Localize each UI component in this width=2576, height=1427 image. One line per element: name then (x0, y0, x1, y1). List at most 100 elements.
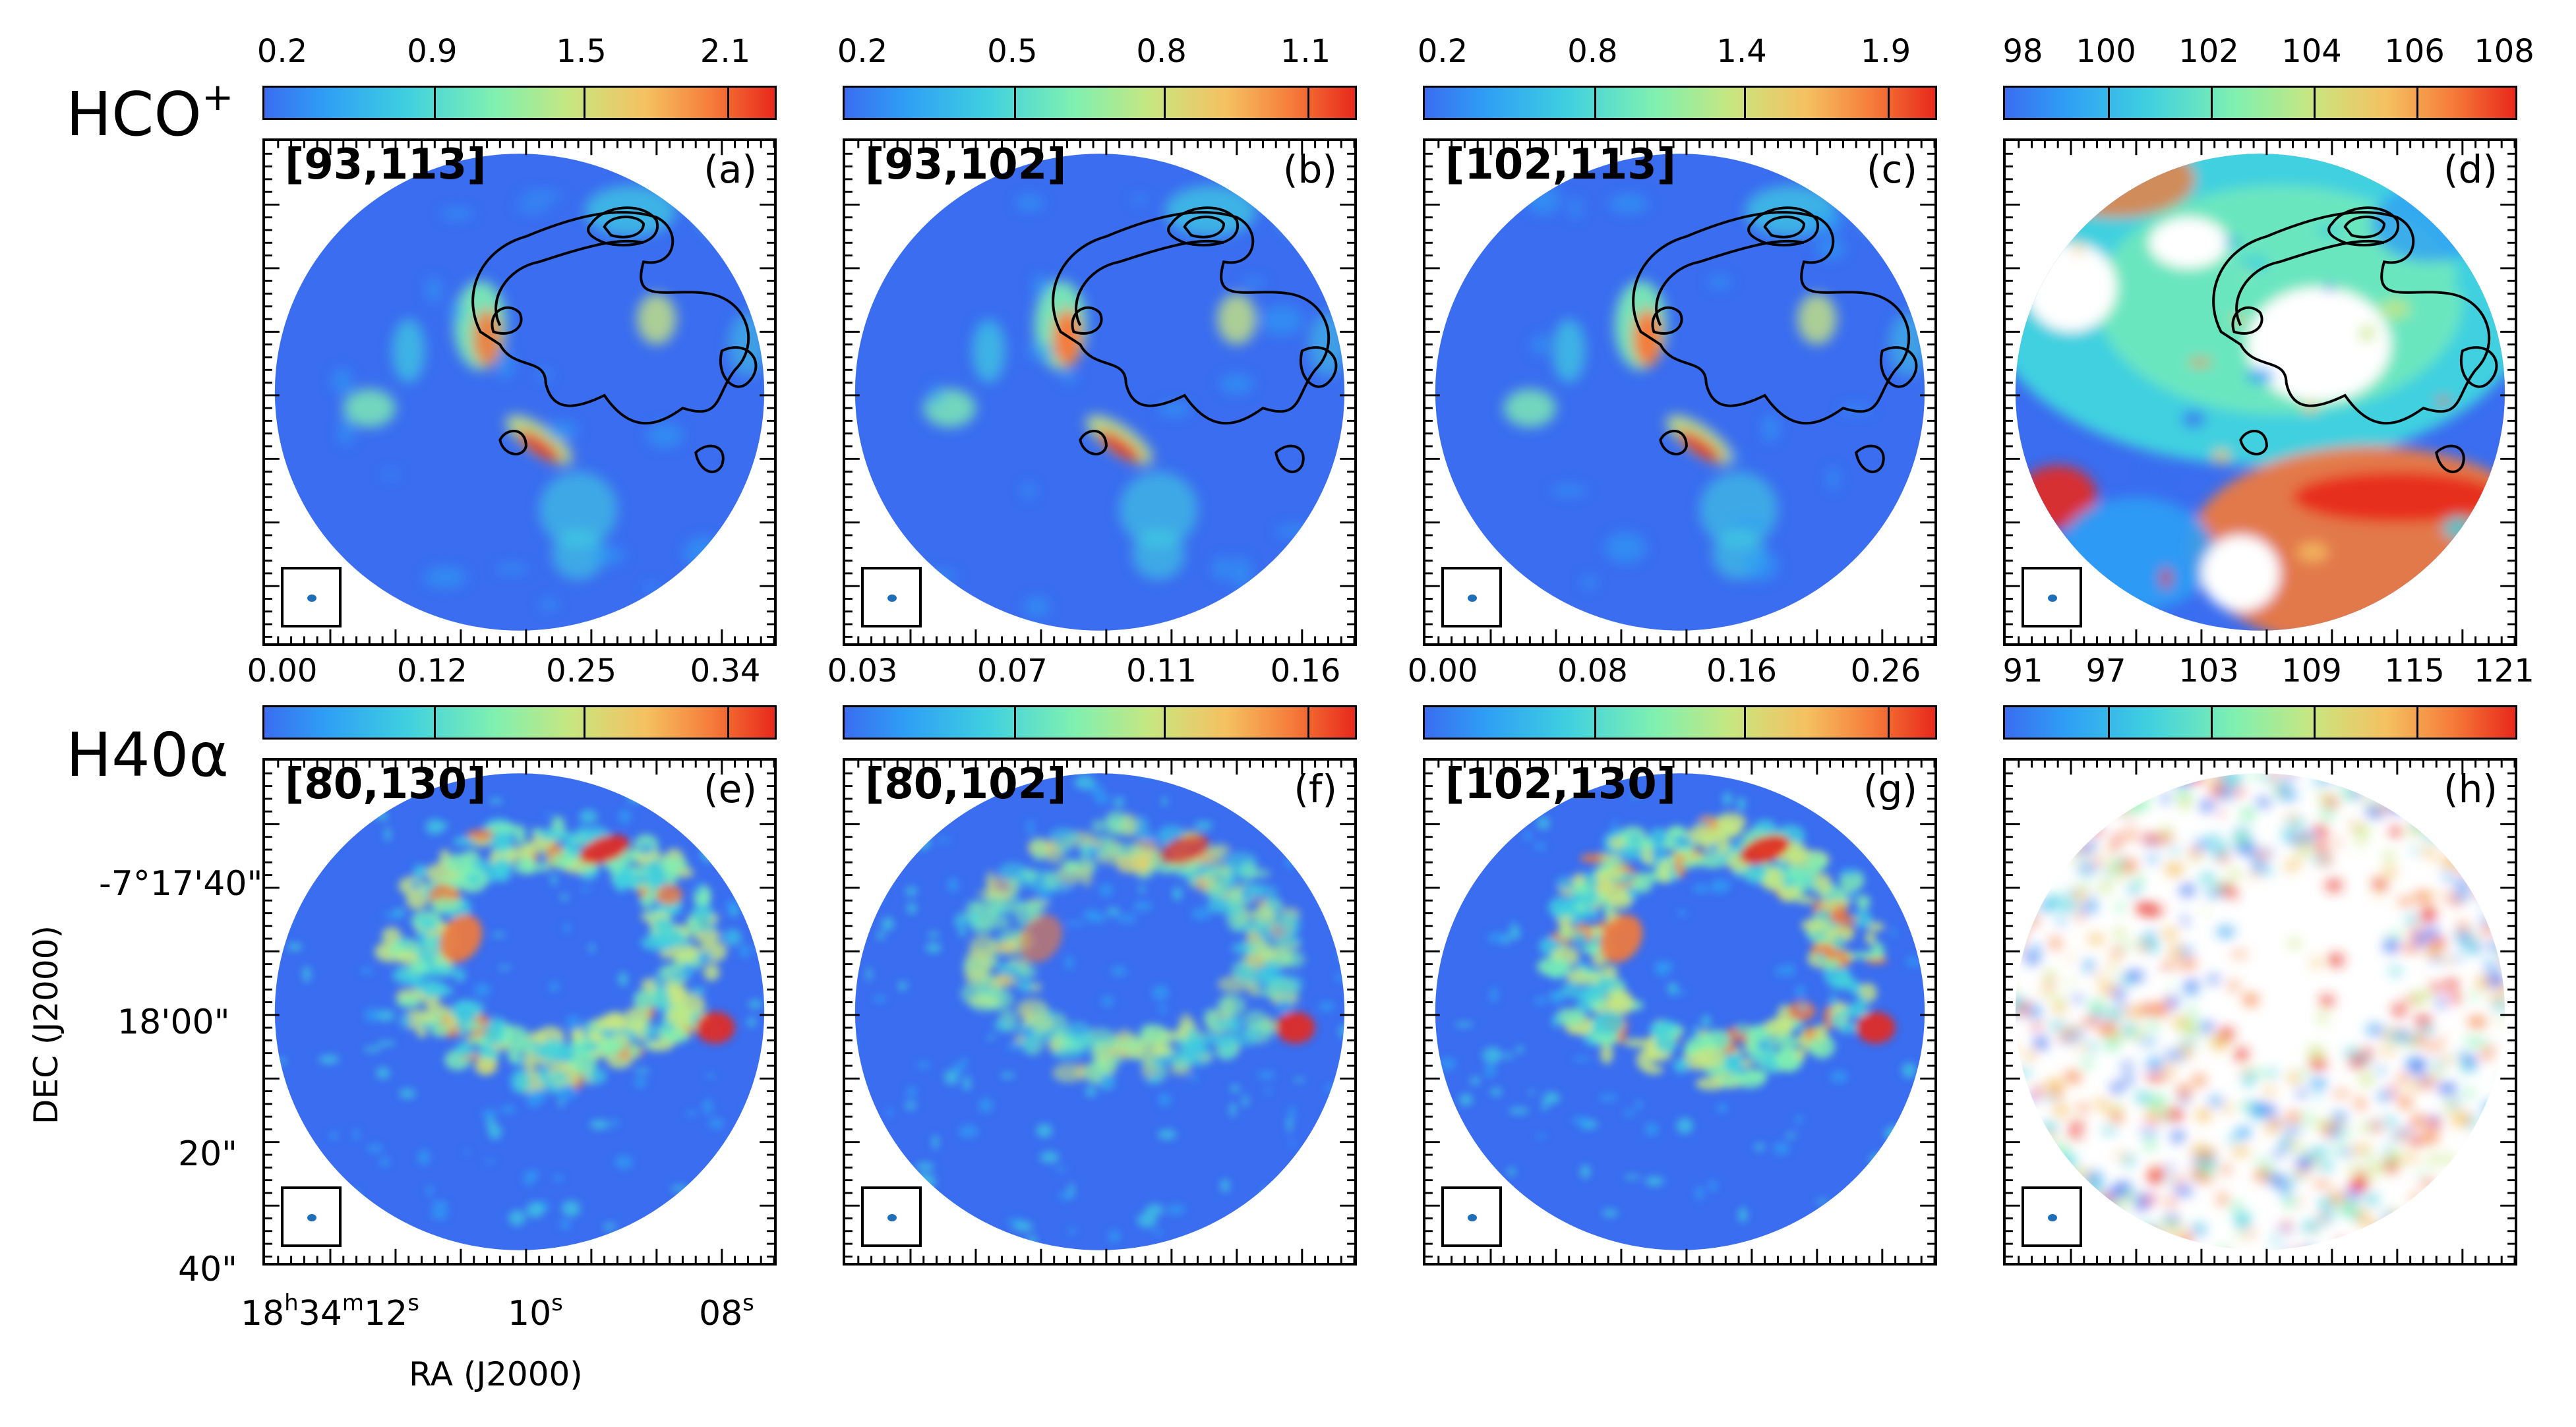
colorbar-tick (2314, 88, 2316, 118)
emission-blob (2134, 941, 2144, 948)
emission-blob (2295, 1169, 2309, 1177)
contour-line (2212, 211, 2491, 425)
emission-blob (2182, 916, 2188, 927)
emission-blob (2445, 979, 2459, 989)
emission-blob (1693, 1047, 1726, 1068)
colorbar-tick-label: 0.00 (1407, 653, 1478, 689)
emission-blob (633, 989, 655, 1010)
emission-blob (2093, 858, 2103, 865)
emission-blob (1090, 784, 1104, 797)
emission-blob (2118, 1224, 2132, 1233)
emission-blob (2398, 898, 2413, 906)
emission-blob (1052, 309, 1082, 367)
emission-blob (2425, 906, 2434, 914)
colorbar-tick-label: 1.4 (1716, 33, 1767, 70)
emission-blob (1113, 797, 1125, 807)
emission-blob (600, 1030, 616, 1037)
panel-letter: (h) (2443, 767, 2498, 811)
emission-blob (2256, 798, 2271, 807)
emission-blob (2055, 997, 2065, 1006)
emission-blob (539, 598, 558, 611)
emission-blob (552, 529, 605, 580)
emission-blob (671, 936, 692, 947)
emission-blob (2235, 1048, 2248, 1061)
emission-blob (2369, 1162, 2385, 1172)
axis-ticks (265, 761, 774, 1263)
emission-blob (2178, 1021, 2196, 1033)
emission-blob (1253, 929, 1267, 934)
emission-blob (2015, 848, 2027, 858)
emission-blob (1093, 834, 1115, 858)
emission-blob (2174, 1186, 2192, 1196)
emission-blob (1214, 779, 1226, 792)
emission-blob (1649, 1022, 1677, 1035)
emission-blob (1514, 1213, 1523, 1223)
emission-blob (2029, 1005, 2041, 1018)
emission-blob (998, 862, 1029, 882)
emission-blob (2081, 880, 2089, 888)
emission-blob (2167, 1109, 2183, 1121)
emission-blob (2373, 880, 2387, 890)
emission-blob (2218, 1193, 2227, 1206)
emission-blob (1132, 194, 1147, 205)
beam-box (2022, 1186, 2082, 1247)
emission-blob (1485, 830, 1493, 844)
emission-blob (2163, 793, 2169, 804)
colorbar-tick-label: 0.00 (247, 653, 318, 689)
emission-blob (2285, 1197, 2295, 1208)
emission-blob (985, 891, 1013, 901)
emission-blob (2289, 1145, 2306, 1151)
emission-blob (2332, 1112, 2347, 1122)
emission-blob (1865, 931, 1876, 945)
emission-blob (2016, 808, 2023, 818)
colorbar-tick-label: 0.12 (396, 653, 467, 689)
emission-blob (1036, 889, 1053, 902)
emission-blob (1542, 1092, 1561, 1105)
emission-blob (2329, 1258, 2343, 1262)
emission-blob (636, 843, 655, 856)
emission-blob (639, 1248, 648, 1250)
emission-blob (2040, 988, 2055, 994)
emission-blob (845, 1133, 851, 1142)
emission-blob (1325, 1084, 1341, 1092)
emission-blob (2283, 1220, 2290, 1231)
emission-blob (1679, 859, 1700, 869)
emission-blob (958, 1124, 978, 1138)
emission-blob (1252, 906, 1276, 921)
emission-blob (2341, 1202, 2358, 1216)
emission-blob (2068, 840, 2083, 850)
map-disc (1435, 154, 1925, 631)
emission-blob (2490, 1188, 2498, 1196)
emission-blob (2235, 831, 2248, 846)
emission-blob (2295, 1248, 2306, 1250)
emission-blob (1092, 845, 1098, 859)
emission-blob (2338, 1238, 2345, 1248)
emission-blob (1541, 1101, 1549, 1111)
emission-blob (495, 564, 529, 574)
emission-blob (2192, 1022, 2199, 1035)
emission-blob (1243, 1010, 1268, 1030)
emission-blob (2279, 791, 2297, 800)
emission-blob (2112, 1110, 2122, 1124)
emission-blob (1151, 984, 1169, 1001)
emission-blob (1226, 1016, 1245, 1028)
emission-blob (2111, 1227, 2124, 1235)
emission-blob (2321, 808, 2333, 820)
emission-blob (954, 913, 967, 929)
emission-blob (2180, 1235, 2190, 1249)
emission-blob (2172, 1130, 2184, 1142)
emission-blob (576, 826, 589, 834)
emission-blob (942, 1202, 951, 1210)
beam-ellipse-icon (2048, 595, 2057, 602)
emission-blob (932, 1134, 939, 1150)
emission-blob (2410, 1085, 2418, 1092)
emission-blob (1140, 773, 1156, 775)
emission-blob (380, 811, 388, 821)
emission-blob (1241, 886, 1253, 902)
emission-blob (1048, 827, 1078, 848)
emission-blob (748, 1000, 763, 1009)
emission-blob (2006, 867, 2014, 873)
contour-line (2239, 429, 2268, 455)
emission-blob (2107, 960, 2117, 966)
emission-blob (1655, 835, 1665, 840)
